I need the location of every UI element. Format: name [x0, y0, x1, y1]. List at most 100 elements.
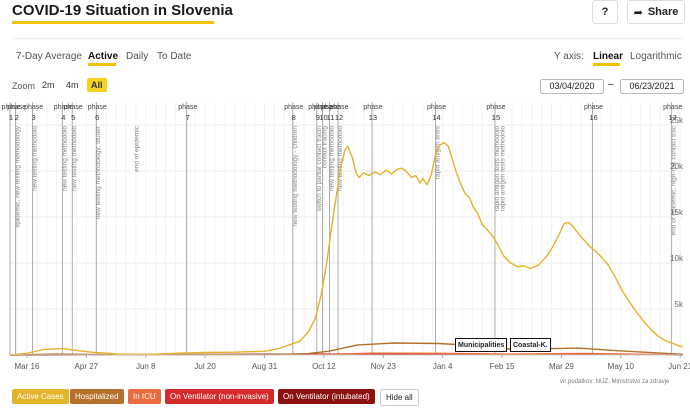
x-tick-label: Jun 21 — [668, 362, 690, 371]
zoom-all-button[interactable]: All — [87, 78, 107, 92]
phase-number: 5 — [71, 113, 75, 122]
date-to-input[interactable]: 06/23/2021 — [620, 79, 684, 94]
phase-label: phase — [663, 104, 682, 111]
header-divider — [12, 38, 684, 39]
phase-label: phase — [321, 104, 340, 111]
phase-number: 9 — [316, 113, 320, 122]
phase-annotation: new testing methodology, studer — [95, 125, 102, 219]
x-tick-label: Mar 29 — [549, 362, 574, 371]
phase-label: phase — [308, 104, 327, 111]
phase-label: phase — [7, 104, 26, 111]
x-tick-label: Jan 4 — [433, 362, 453, 371]
phase-number: 12 — [335, 113, 343, 122]
phase-annotation: end of epidemic, high-risk contact trac — [671, 125, 678, 235]
share-label: Share — [647, 6, 679, 18]
phase-label: phase — [427, 104, 446, 111]
mode-tab-7day[interactable]: 7-Day Average — [16, 51, 82, 62]
phase-number: 17 — [669, 113, 677, 122]
chart-series — [9, 141, 684, 356]
active-tab-underline — [88, 63, 116, 66]
date-from-input[interactable]: 03/04/2020 — [540, 79, 604, 94]
phase-annotation: epidemic, new testing methodology — [15, 125, 22, 227]
phase-label: phase — [486, 104, 505, 111]
tooltip-coastal: Coastal-K. — [510, 338, 551, 352]
phase-number: 2 — [15, 113, 19, 122]
phase-annotation: end of epidemic — [133, 125, 140, 172]
zoom-4m-button[interactable]: 4m — [66, 80, 79, 90]
phase-number: 6 — [95, 113, 99, 122]
phase-number: 7 — [186, 113, 190, 122]
x-tick-label: May 10 — [608, 362, 635, 371]
phase-number: 15 — [492, 113, 500, 122]
legend-hospitalized[interactable]: Hospitalized — [70, 389, 124, 404]
chart-area[interactable]: phase 1 phase 2 phase 3 phase 4 phase 5 phase 6 phas… — [0, 98, 690, 380]
title-underline — [12, 21, 214, 24]
legend-vent-noninvasive[interactable]: On Ventilator (non-invasive) — [165, 389, 274, 404]
phase-label: phase — [284, 104, 303, 111]
phase-number: 8 — [292, 113, 296, 122]
phase-annotation: new testing methodology - children — [292, 126, 299, 227]
phase-number: 4 — [61, 113, 65, 122]
x-tick-label: Nov 23 — [371, 362, 397, 371]
series-line — [9, 141, 684, 356]
x-tick-label: Feb 15 — [490, 362, 515, 371]
mode-tab-daily[interactable]: Daily — [126, 51, 149, 62]
y-tick-label: 15k — [670, 208, 684, 217]
phase-markers: phase 1 phase 2 phase 3 phase 4 phase 5 phase 6 phas… — [1, 102, 682, 355]
yaxis-linear[interactable]: Linear — [593, 51, 624, 62]
chart-grid — [10, 102, 683, 355]
x-tick-label: Mar 16 — [15, 362, 40, 371]
phase-number: 11 — [327, 113, 335, 122]
phase-label: phase — [584, 104, 603, 111]
y-tick-label: 20k — [670, 162, 684, 171]
page-title: COVID-19 Situation in Slovenia — [12, 2, 233, 19]
phase-number: 3 — [32, 113, 36, 122]
phase-number: 1 — [9, 113, 13, 122]
legend-active-cases[interactable]: Active Cases — [12, 389, 69, 404]
phase-annotation: new testing methodolo — [71, 126, 78, 191]
phase-label: phase — [54, 104, 73, 111]
phase-label: phase — [24, 104, 43, 111]
y-tick-label: 10k — [670, 254, 684, 263]
phase-label: phase — [88, 104, 107, 111]
phase-label: phase — [1, 104, 20, 111]
phase-label: phase — [64, 104, 83, 111]
legend-in-icu[interactable]: In ICU — [128, 389, 161, 404]
phase-number: 10 — [319, 113, 327, 122]
legend-vent-intubated[interactable]: On Ventilator (intubated) — [278, 389, 375, 404]
y-tick-label: 25k — [670, 116, 684, 125]
help-button[interactable]: ? — [592, 0, 618, 24]
phase-label: phase — [314, 104, 333, 111]
x-tick-label: Apr 27 — [75, 362, 99, 371]
phase-annotation: new testing methodolo — [329, 126, 336, 191]
phase-annotation: new testing methodolo — [32, 126, 39, 191]
x-tick-label: Aug 31 — [252, 362, 278, 371]
x-tick-label: Jul 20 — [194, 362, 216, 371]
phase-label: phase — [329, 104, 348, 111]
y-tick-label: 5k — [675, 300, 684, 309]
x-tick-label: Jun 8 — [136, 362, 156, 371]
phase-number: 14 — [432, 113, 440, 122]
yaxis-label: Y axis: — [554, 51, 584, 62]
source-note: vir podatkov: NIJZ, Ministrstvo za zdrav… — [560, 379, 670, 385]
tooltip-municipalities: Municipalities — [455, 338, 508, 352]
yaxis-logarithmic[interactable]: Logarithmic — [630, 51, 682, 62]
hide-all-button[interactable]: Hide all — [380, 389, 419, 406]
phase-annotation: rapid antigen tests — [435, 125, 442, 179]
phase-label: phase — [363, 104, 382, 111]
phase-annotation: contact tracing — [321, 126, 328, 169]
chart-axes: 5k 10k 15k 20k 25k Mar 16 Apr 27 Jun 8 Jul 20 Aug… — [10, 116, 690, 371]
share-button[interactable]: ➦ Share — [627, 0, 685, 24]
x-tick-label: Oct 12 — [312, 362, 336, 371]
phase-label: phase — [178, 104, 197, 111]
mode-tab-to-date[interactable]: To Date — [157, 51, 192, 62]
zoom-label: Zoom — [12, 81, 36, 91]
phase-number: 16 — [589, 113, 597, 122]
linear-underline — [593, 63, 620, 66]
phase-annotation: switch to partial contact tracin — [316, 126, 323, 212]
phase-number: 13 — [369, 113, 377, 122]
share-icon: ➦ — [633, 6, 643, 19]
mode-tab-active[interactable]: Active — [88, 51, 119, 62]
phase-annotation: rapid antigen tests methodolo — [500, 126, 507, 212]
zoom-2m-button[interactable]: 2m — [42, 80, 55, 90]
